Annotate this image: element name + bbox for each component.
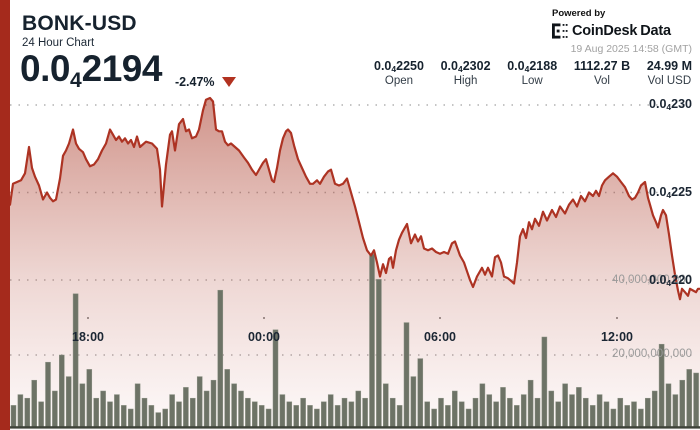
brand-coindesk: CoinDesk [572, 23, 638, 39]
price-axis-label-230: 0.04230 [649, 97, 692, 112]
stat-low-label: Low [521, 75, 543, 87]
subscript-zero-count: 4 [69, 69, 82, 92]
price-change-percent: -2.47% [174, 75, 215, 89]
time-axis-label-0000: 00:00 [248, 330, 280, 344]
stat-vol-usd-value: 24.99 M [646, 59, 692, 73]
chart-subtitle: 24 Hour Chart [22, 37, 95, 49]
coindesk-logo-icon [552, 23, 568, 39]
current-price-row: 0.042194 -2.47% [20, 48, 236, 96]
down-triangle-icon [221, 77, 236, 87]
stat-vol-value: 1112.27 B [573, 59, 631, 73]
time-axis-label-1200: 12:00 [601, 330, 633, 344]
volume-axis-label-20b: 20,000,000,000 [612, 348, 692, 360]
stat-vol-label: Vol [593, 75, 610, 87]
price-line [8, 96, 700, 301]
time-axis-label-0600: 06:00 [424, 330, 456, 344]
stat-high-label: High [453, 75, 478, 87]
stat-low-value: 0.042188 [507, 59, 558, 74]
volume-bars [10, 253, 700, 429]
price-area-fill [10, 98, 700, 430]
stat-high: 0.042302 High [441, 59, 491, 87]
powered-by-block: Powered by CoinDesk Data 19 Aug [552, 8, 692, 55]
coindesk-logo: CoinDesk Data [552, 23, 692, 39]
stat-open: 0.042250 Open [374, 59, 424, 87]
stat-open-label: Open [384, 75, 414, 87]
time-axis-label-1800: 18:00 [72, 330, 104, 344]
ohlc-stats-row: 0.042250 Open 0.042302 High 0.042188 Low… [374, 59, 692, 87]
stat-open-value: 0.042250 [374, 59, 424, 74]
stat-low: 0.042188 Low [507, 59, 557, 87]
powered-by-label: Powered by [552, 8, 606, 19]
chart-timestamp: 19 Aug 2025 14:58 (GMT) [570, 43, 692, 55]
current-price: 0.042194 [20, 48, 162, 92]
symbol-title: BONK-USD [22, 12, 137, 35]
stat-high-value: 0.042302 [440, 59, 491, 74]
price-axis-label-225: 0.04225 [649, 185, 692, 200]
stat-vol-usd-label: Vol USD [647, 75, 692, 87]
brand-data: Data [640, 23, 671, 39]
stat-vol-usd: 24.99 M Vol USD [647, 59, 692, 87]
stat-vol: 1112.27 B Vol [574, 59, 630, 87]
volume-axis-label-40b: 40,000,000,000 [612, 274, 692, 286]
price-axis-label-220: 0.04220 [649, 273, 692, 288]
left-accent-bar [0, 0, 10, 430]
